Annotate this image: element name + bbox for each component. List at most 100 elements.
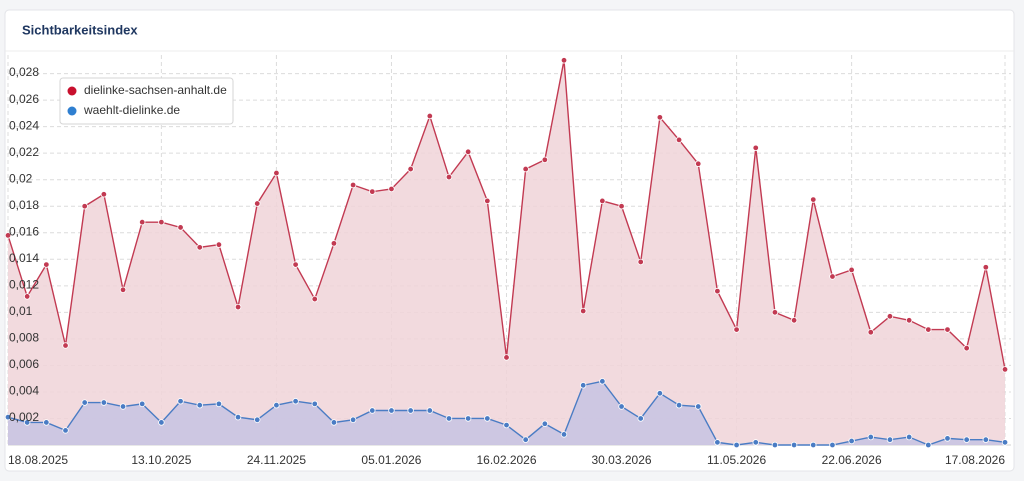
point xyxy=(100,191,108,198)
point xyxy=(292,261,299,268)
x-tick-label: 05.01.2026 xyxy=(361,453,421,467)
point xyxy=(752,144,759,152)
point xyxy=(426,112,434,120)
point xyxy=(618,403,625,410)
point xyxy=(445,415,453,422)
point xyxy=(560,57,568,64)
point xyxy=(254,200,261,207)
x-tick-label: 11.05.2026 xyxy=(707,453,766,467)
point xyxy=(560,431,568,438)
point xyxy=(810,441,817,449)
point xyxy=(522,436,529,443)
point xyxy=(158,419,165,426)
point xyxy=(982,264,990,271)
point xyxy=(196,402,203,409)
point xyxy=(388,407,395,414)
point xyxy=(771,441,779,449)
point xyxy=(714,287,721,295)
point xyxy=(714,439,721,446)
point xyxy=(579,307,587,315)
x-axis: 18.08.2025 13.10.2025 24.11.2025 05.01.2026… xyxy=(8,453,1005,467)
point xyxy=(62,427,69,434)
point xyxy=(292,398,299,405)
point xyxy=(196,244,203,251)
point xyxy=(637,415,644,422)
point xyxy=(388,185,395,193)
point xyxy=(925,441,932,449)
point xyxy=(4,232,12,239)
point xyxy=(215,400,223,408)
point xyxy=(484,197,491,205)
x-tick-label: 16.02.2026 xyxy=(476,453,536,467)
legend-label: dielinke-sachsen-anhalt.de xyxy=(84,83,227,97)
x-tick-label: 22.06.2026 xyxy=(822,453,882,467)
y-tick-label: 0,012 xyxy=(9,277,39,291)
legend: dielinke-sachsen-anhalt.de waehlt-dielink… xyxy=(59,77,234,125)
point xyxy=(848,266,855,274)
point xyxy=(1001,439,1009,446)
legend-label: waehlt-dielinke.de xyxy=(83,103,180,117)
point xyxy=(752,439,759,446)
point xyxy=(503,421,510,429)
x-tick-label: 30.03.2026 xyxy=(592,453,652,467)
point xyxy=(599,378,606,385)
point xyxy=(771,309,779,316)
area-fill xyxy=(8,60,1005,445)
point xyxy=(810,196,817,203)
point xyxy=(905,317,913,324)
point xyxy=(733,441,740,449)
point xyxy=(311,400,318,408)
point xyxy=(944,326,951,333)
point xyxy=(4,413,12,421)
point xyxy=(695,403,702,410)
point xyxy=(43,261,50,268)
point xyxy=(43,419,50,426)
point xyxy=(618,203,625,210)
point xyxy=(464,415,472,422)
point xyxy=(675,136,683,144)
point xyxy=(234,413,242,421)
y-tick-label: 0,024 xyxy=(9,118,39,132)
point xyxy=(925,326,932,333)
point xyxy=(234,303,242,311)
point xyxy=(541,420,549,427)
point xyxy=(599,197,606,205)
y-tick-label: 0,006 xyxy=(9,357,39,371)
x-tick-label: 13.10.2025 xyxy=(131,453,191,467)
point xyxy=(656,390,664,397)
point xyxy=(484,415,491,422)
point xyxy=(23,293,31,300)
point xyxy=(254,416,261,423)
point xyxy=(733,326,740,333)
point xyxy=(215,241,223,248)
point xyxy=(81,203,88,210)
point xyxy=(982,436,990,443)
point xyxy=(790,317,798,324)
y-tick-label: 0,008 xyxy=(9,331,39,345)
y-tick-label: 0,022 xyxy=(9,145,39,159)
y-tick-label: 0,01 xyxy=(9,304,33,318)
y-tick-label: 0,002 xyxy=(9,410,39,424)
point xyxy=(139,400,146,408)
point xyxy=(637,258,644,266)
point xyxy=(177,224,184,231)
point xyxy=(273,402,280,409)
point xyxy=(62,342,69,349)
point xyxy=(503,354,510,361)
area-fill xyxy=(8,381,1005,445)
point xyxy=(426,407,434,414)
point xyxy=(407,165,414,173)
x-tick-label: 24.11.2025 xyxy=(247,453,306,467)
point xyxy=(119,286,127,293)
point xyxy=(330,240,338,247)
point xyxy=(81,399,88,406)
point xyxy=(867,433,874,441)
point xyxy=(369,188,376,195)
point xyxy=(1001,366,1009,373)
point xyxy=(695,160,702,167)
point xyxy=(656,114,664,121)
point xyxy=(829,441,836,449)
point xyxy=(905,433,913,441)
legend-swatch xyxy=(67,86,77,96)
